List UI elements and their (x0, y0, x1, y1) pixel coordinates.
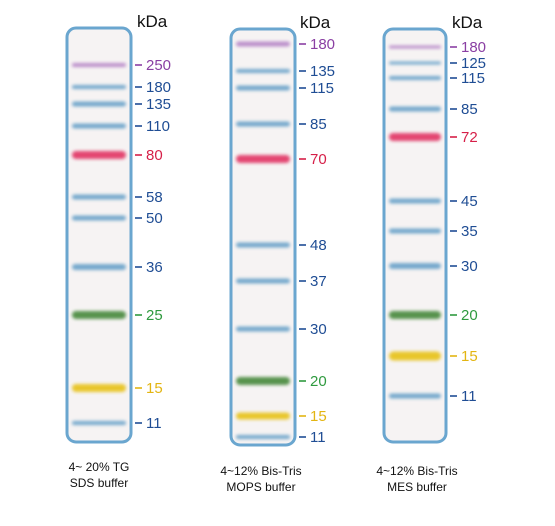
band-size-label: 36 (146, 259, 163, 276)
kda-unit-label: kDa (300, 13, 331, 32)
band-size-label: 15 (146, 380, 163, 397)
band-size-label: 250 (146, 57, 171, 74)
band-size-label: 70 (310, 151, 327, 168)
band-size-label: 11 (310, 429, 326, 446)
band-size-label: 35 (461, 223, 478, 240)
band-size-label: 11 (146, 415, 162, 432)
ladder-band-125 (389, 61, 441, 65)
band-size-label: 48 (310, 237, 327, 254)
band-size-label: 180 (310, 36, 335, 53)
band-size-label: 30 (310, 321, 327, 338)
ladder-band-135 (72, 101, 126, 107)
ladder-band-11 (236, 435, 290, 439)
panel-2-buffer: MOPS buffer (226, 480, 296, 494)
ladder-band-11 (72, 421, 126, 425)
band-size-label: 115 (310, 80, 334, 97)
band-size-label: 30 (461, 258, 478, 275)
panel-1-gel-type: 4~ 20% TG (68, 460, 130, 474)
panel-1-caption: 4~ 20% TG SDS buffer (24, 459, 174, 491)
ladder-band-20 (236, 377, 290, 385)
band-size-label: 15 (310, 408, 327, 425)
band-size-label: 110 (146, 118, 170, 135)
ladder-band-30 (236, 326, 290, 332)
ladder-band-135 (236, 69, 290, 73)
band-size-label: 180 (146, 79, 171, 96)
band-size-label: 115 (461, 70, 485, 87)
ladder-band-110 (72, 123, 126, 129)
gel-lane (229, 27, 297, 447)
band-size-label: 125 (461, 55, 486, 72)
ladder-band-15 (389, 351, 441, 361)
band-size-label: 45 (461, 193, 478, 210)
ladder-band-36 (72, 264, 126, 270)
panel-3-buffer: MES buffer (387, 480, 447, 494)
ladder-band-115 (389, 76, 441, 80)
ladder-band-15 (236, 412, 290, 420)
band-size-label: 15 (461, 348, 478, 365)
band-size-label: 80 (146, 147, 163, 164)
ladder-band-72 (389, 133, 441, 141)
ladder-band-11 (389, 393, 441, 399)
ladder-band-45 (389, 198, 441, 204)
ladder-band-50 (72, 215, 126, 221)
ladder-band-180 (389, 45, 441, 49)
band-size-label: 20 (461, 307, 478, 324)
ladder-band-48 (236, 242, 290, 248)
band-size-label: 37 (310, 273, 327, 290)
band-size-label: 180 (461, 39, 486, 56)
band-size-label: 11 (461, 388, 477, 405)
band-size-label: 20 (310, 373, 327, 390)
band-size-label: 85 (310, 116, 327, 133)
band-size-label: 58 (146, 189, 163, 206)
band-size-label: 50 (146, 210, 163, 227)
ladder-band-180 (236, 41, 290, 47)
ladder-band-25 (72, 311, 126, 319)
ladder-band-58 (72, 194, 126, 200)
ladder-band-35 (389, 228, 441, 234)
gel-lane (65, 26, 133, 444)
band-size-label: 135 (146, 96, 171, 113)
gel-lane (382, 27, 448, 444)
ladder-band-20 (389, 311, 441, 319)
panel-1-buffer: SDS buffer (69, 476, 129, 490)
panel-2-caption: 4~12% Bis-Tris MOPS buffer (186, 463, 336, 495)
panel-3-gel-type: 4~12% Bis-Tris (376, 464, 458, 478)
kda-unit-label: kDa (137, 12, 168, 31)
ladder-band-30 (389, 263, 441, 269)
ladder-band-37 (236, 278, 290, 284)
ladder-band-85 (389, 106, 441, 112)
ladder-band-70 (236, 155, 290, 163)
band-size-label: 72 (461, 129, 478, 146)
ladder-band-15 (72, 384, 126, 392)
ladder-band-80 (72, 151, 126, 159)
band-size-label: 135 (310, 63, 335, 80)
kda-unit-label: kDa (452, 13, 483, 32)
ladder-band-250 (72, 63, 126, 67)
panel-3-caption: 4~12% Bis-Tris MES buffer (342, 463, 492, 495)
ladder-band-115 (236, 85, 290, 91)
band-size-label: 25 (146, 307, 163, 324)
band-size-label: 85 (461, 101, 478, 118)
panel-2-gel-type: 4~12% Bis-Tris (220, 464, 302, 478)
ladder-band-85 (236, 121, 290, 127)
ladder-band-180 (72, 85, 126, 89)
